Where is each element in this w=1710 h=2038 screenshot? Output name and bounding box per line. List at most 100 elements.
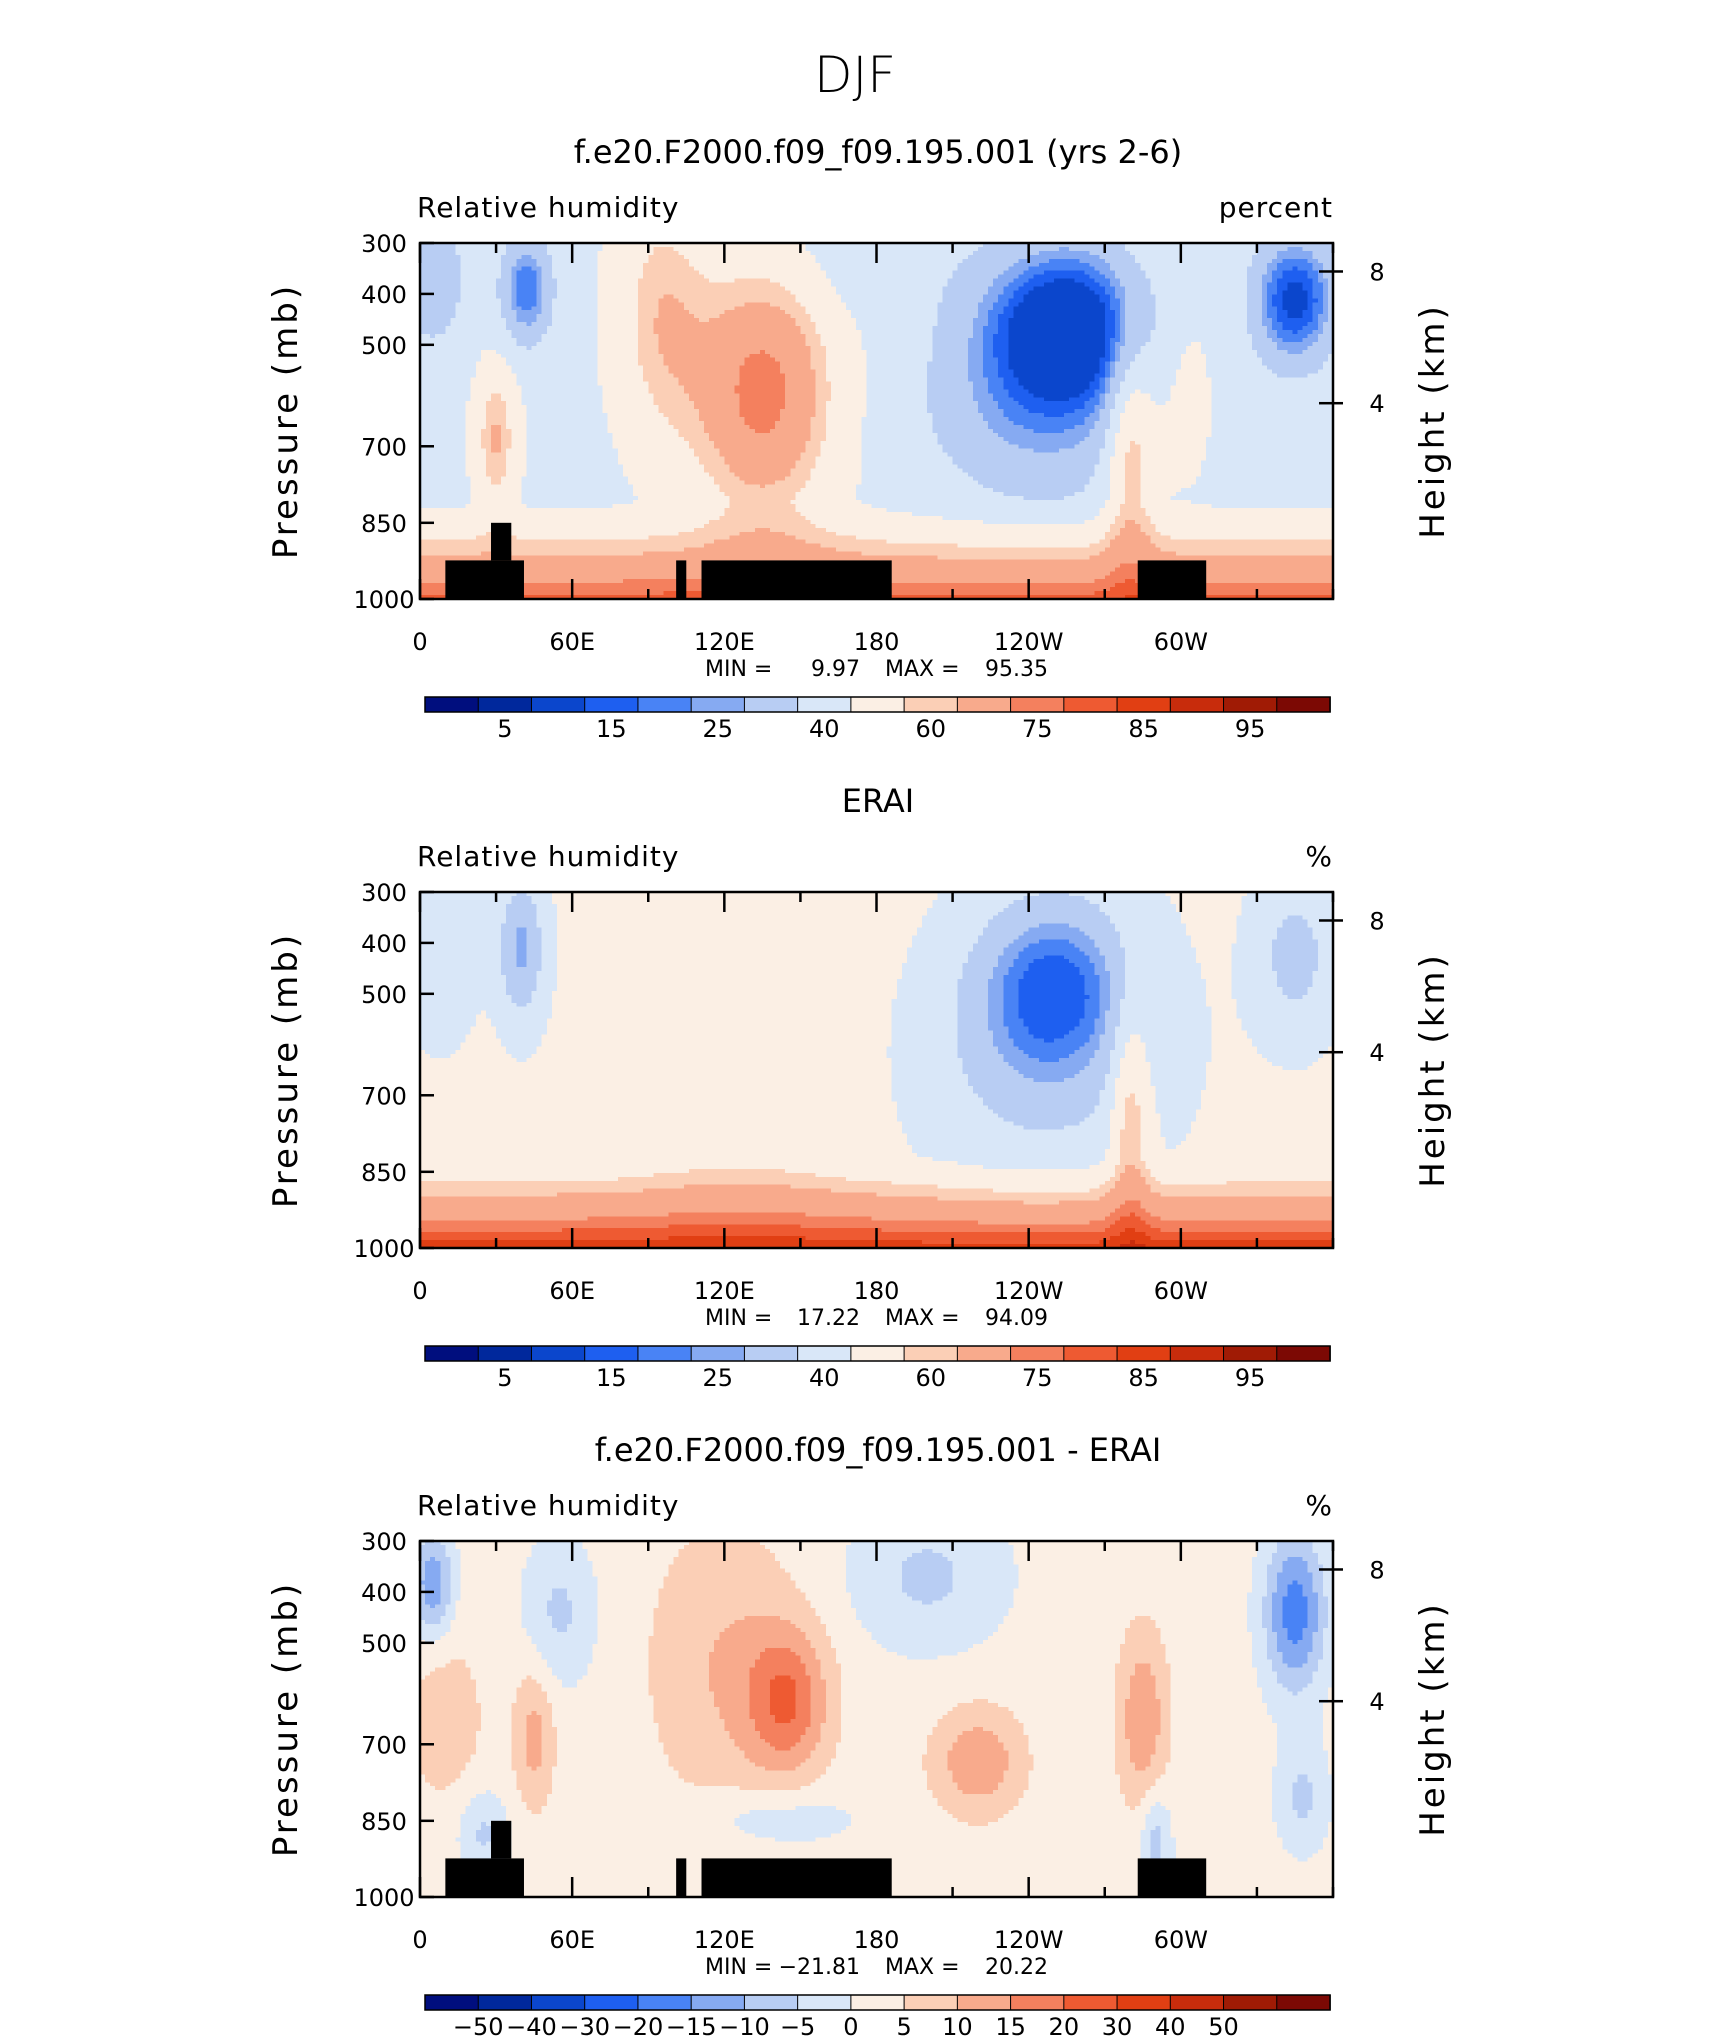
contour-cell	[1003, 287, 1009, 292]
contour-cell	[684, 290, 690, 295]
contour-cell	[1292, 251, 1298, 256]
contour-cell	[1049, 255, 1055, 260]
contour-cell	[684, 294, 690, 299]
contour-cell	[456, 259, 462, 264]
contour-cell	[1303, 302, 1309, 307]
contour-cell	[1166, 271, 1172, 276]
contour-cell	[1297, 255, 1303, 260]
contour-cell	[653, 247, 659, 252]
contour-cell	[618, 259, 624, 264]
contour-cell	[826, 290, 832, 295]
contour-cell	[836, 290, 842, 295]
contour-cell	[440, 302, 446, 307]
contour-cell	[1003, 275, 1009, 280]
contour-cell	[734, 255, 740, 260]
contour-cell	[892, 298, 898, 303]
contour-cell	[1054, 247, 1060, 252]
contour-cell	[572, 267, 578, 272]
contour-cell	[740, 255, 746, 260]
contour-cell	[425, 298, 431, 303]
contour-cell	[932, 263, 938, 268]
contour-cell	[704, 306, 710, 311]
contour-cell	[1221, 255, 1227, 260]
contour-cell	[770, 251, 776, 256]
contour-cell	[729, 255, 735, 260]
contour-cell	[927, 294, 933, 299]
contour-cell	[1221, 298, 1227, 303]
contour-cell	[877, 287, 883, 292]
contour-cell	[572, 275, 578, 280]
contour-cell	[734, 290, 740, 295]
contour-cell	[592, 294, 598, 299]
contour-cell	[856, 290, 862, 295]
contour-cell	[1242, 290, 1248, 295]
contour-cell	[1186, 283, 1192, 288]
contour-cell	[968, 247, 974, 252]
contour-cell	[663, 247, 669, 252]
contour-cell	[765, 247, 771, 252]
contour-cell	[1211, 247, 1217, 252]
contour-cell	[1267, 279, 1273, 284]
contour-cell	[887, 267, 893, 272]
contour-cell	[435, 259, 441, 264]
contour-cell	[805, 287, 811, 292]
contour-cell	[486, 259, 492, 264]
contour-cell	[1095, 259, 1101, 264]
contour-cell	[587, 302, 593, 307]
contour-cell	[653, 287, 659, 292]
contour-cell	[942, 279, 948, 284]
contour-cell	[993, 271, 999, 276]
contour-cell	[532, 294, 538, 299]
contour-cell	[669, 290, 675, 295]
contour-cell	[592, 290, 598, 295]
contour-cell	[653, 279, 659, 284]
contour-cell	[1064, 271, 1070, 276]
contour-cell	[734, 251, 740, 256]
contour-cell	[623, 255, 629, 260]
contour-cell	[932, 287, 938, 292]
contour-cell	[557, 275, 563, 280]
contour-cell	[1095, 294, 1101, 299]
contour-cell	[425, 259, 431, 264]
contour-cell	[785, 287, 791, 292]
contour-cell	[440, 275, 446, 280]
contour-cell	[821, 287, 827, 292]
contour-cell	[745, 275, 751, 280]
contour-cell	[532, 247, 538, 252]
contour-cell	[476, 298, 482, 303]
contour-cell	[745, 287, 751, 292]
contour-cell	[430, 302, 436, 307]
contour-cell	[1277, 294, 1283, 299]
contour-cell	[633, 302, 639, 307]
contour-cell	[1125, 251, 1131, 256]
contour-cell	[1257, 302, 1263, 307]
contour-cell	[1237, 271, 1243, 276]
contour-cell	[790, 263, 796, 268]
contour-cell	[633, 275, 639, 280]
contour-cell	[1074, 275, 1080, 280]
contour-cell	[1308, 283, 1314, 288]
contour-cell	[425, 247, 431, 252]
contour-cell	[1029, 298, 1035, 303]
contour-cell	[826, 298, 832, 303]
contour-cell	[1282, 275, 1288, 280]
contour-cell	[613, 263, 619, 268]
contour-cell	[1297, 263, 1303, 268]
contour-cell	[511, 251, 517, 256]
contour-cell	[785, 275, 791, 280]
contour-cell	[1013, 290, 1019, 295]
contour-cell	[1313, 271, 1319, 276]
contour-cell	[1135, 267, 1141, 272]
contour-cell	[1100, 255, 1106, 260]
contour-cell	[1308, 287, 1314, 292]
contour-cell	[1318, 287, 1324, 292]
contour-cell	[785, 263, 791, 268]
contour-cell	[963, 271, 969, 276]
contour-cell	[907, 255, 913, 260]
contour-cell	[1069, 279, 1075, 284]
contour-cell	[450, 302, 456, 307]
contour-cell	[1084, 255, 1090, 260]
contour-cell	[719, 267, 725, 272]
contour-cell	[892, 287, 898, 292]
contour-cell	[679, 298, 685, 303]
